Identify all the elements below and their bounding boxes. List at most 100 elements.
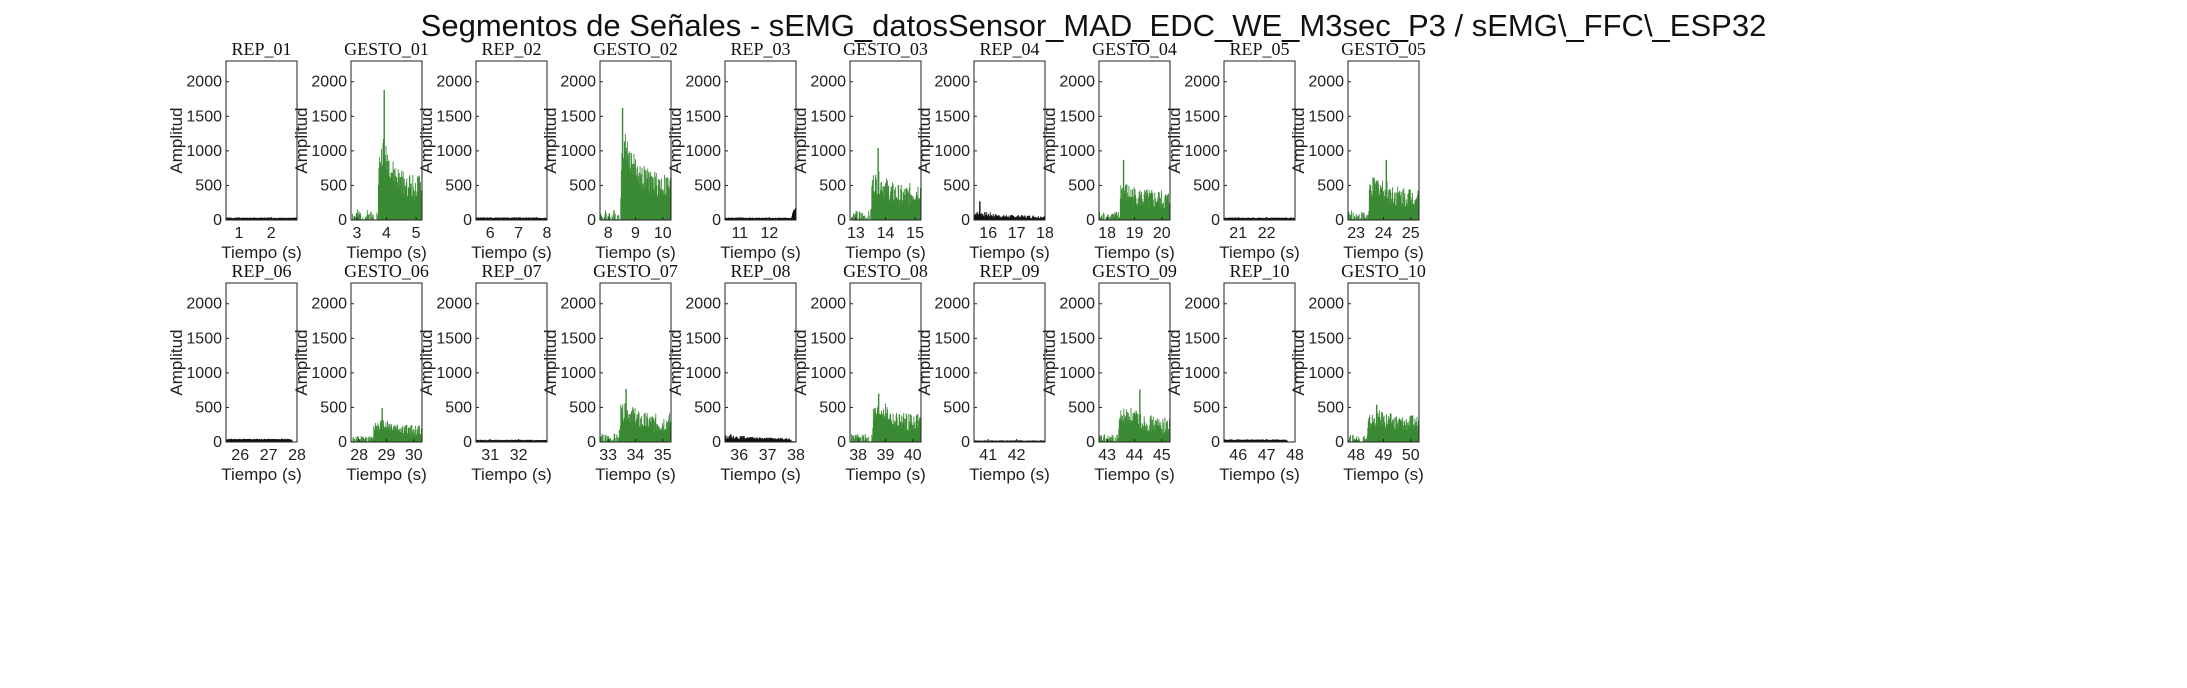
y-axis-label: Amplitud (167, 107, 186, 173)
signal-trace (724, 434, 795, 442)
x-axis-label: Tiempo (s) (221, 243, 302, 262)
subplot-title: GESTO_08 (843, 261, 928, 281)
subplot-title: GESTO_01 (344, 39, 429, 59)
y-tick-label: 1500 (810, 108, 846, 125)
y-tick-label: 2000 (685, 296, 721, 313)
x-tick-label: 14 (877, 225, 895, 242)
axes-box (475, 60, 548, 221)
y-tick-label: 0 (338, 212, 347, 229)
y-tick-label: 500 (445, 399, 472, 416)
y-tick-label: 500 (943, 399, 970, 416)
y-tick-label: 2000 (311, 296, 347, 313)
y-tick-label: 1500 (1184, 330, 1220, 347)
y-tick-label: 0 (961, 212, 970, 229)
x-tick-label: 33 (599, 447, 617, 464)
x-tick-label: 28 (288, 447, 306, 464)
x-tick-label: 29 (378, 447, 396, 464)
y-tick-label: 2000 (685, 74, 721, 91)
y-tick-label: 0 (1086, 212, 1095, 229)
subplot-rep-10: 0 500 1000 1500 2000 46 47 48 REP_10 Tiempo (s) Am… (1165, 261, 1304, 484)
x-tick-label: 40 (904, 447, 922, 464)
x-axis-label: Tiempo (s) (1094, 465, 1175, 484)
y-tick-label: 1000 (186, 365, 222, 382)
axes-box (475, 282, 548, 443)
signal-trace (1098, 159, 1171, 220)
x-tick-label: 24 (1375, 225, 1393, 242)
x-tick-label: 9 (631, 225, 640, 242)
y-tick-label: 0 (587, 212, 596, 229)
x-tick-label: 48 (1347, 447, 1365, 464)
y-tick-label: 500 (694, 177, 721, 194)
y-axis-label: Amplitud (666, 107, 685, 173)
x-tick-label: 19 (1126, 225, 1144, 242)
y-tick-label: 500 (195, 399, 222, 416)
subplot-gesto-05: 0 500 1000 1500 2000 23 24 25 GESTO_05 Tiempo (s)… (1289, 39, 1426, 262)
subplot-title: GESTO_09 (1092, 261, 1177, 281)
y-tick-label: 2000 (810, 74, 846, 91)
x-tick-label: 2 (267, 225, 276, 242)
subplot-gesto-10: 0 500 1000 1500 2000 48 49 50 GESTO_10 Tiempo (s)… (1289, 261, 1426, 484)
subplot-gesto-07: 0 500 1000 1500 2000 33 34 35 GESTO_07 Tiempo (s)… (541, 261, 678, 484)
y-tick-label: 1000 (311, 143, 347, 160)
y-axis-label: Amplitud (1165, 107, 1184, 173)
y-tick-label: 500 (195, 177, 222, 194)
x-tick-label: 44 (1126, 447, 1144, 464)
subplot-title: REP_06 (231, 261, 291, 281)
x-axis-label: Tiempo (s) (1094, 243, 1175, 262)
signal-trace (599, 388, 672, 442)
y-axis-label: Amplitud (1165, 329, 1184, 395)
x-tick-label: 25 (1402, 225, 1420, 242)
signal-trace (850, 393, 922, 442)
y-tick-label: 2000 (1184, 296, 1220, 313)
y-axis-label: Amplitud (791, 107, 810, 173)
y-tick-label: 2000 (1184, 74, 1220, 91)
signal-trace (849, 148, 922, 220)
y-tick-label: 500 (569, 399, 596, 416)
signal-trace (1098, 389, 1171, 442)
y-tick-label: 500 (1068, 177, 1095, 194)
y-tick-label: 0 (837, 212, 846, 229)
y-tick-label: 2000 (1059, 74, 1095, 91)
axes-box (973, 282, 1046, 443)
x-axis-label: Tiempo (s) (1343, 243, 1424, 262)
y-tick-label: 500 (1317, 399, 1344, 416)
signal-trace (600, 108, 672, 220)
x-tick-label: 11 (731, 225, 748, 242)
y-axis-label: Amplitud (417, 329, 436, 395)
subplot-gesto-09: 0 500 1000 1500 2000 43 44 45 GESTO_09 Tiempo (s)… (1040, 261, 1177, 484)
y-axis-label: Amplitud (791, 329, 810, 395)
y-tick-label: 500 (1068, 399, 1095, 416)
x-axis-label: Tiempo (s) (346, 465, 427, 484)
y-axis-label: Amplitud (666, 329, 685, 395)
x-tick-label: 22 (1258, 225, 1276, 242)
signal-trace (350, 90, 423, 220)
y-axis-label: Amplitud (541, 329, 560, 395)
x-tick-label: 42 (1008, 447, 1026, 464)
y-tick-label: 2000 (186, 74, 222, 91)
subplot-rep-04: 0 500 1000 1500 2000 16 17 18 REP_04 Tiempo (s) Am… (915, 39, 1054, 262)
y-tick-label: 500 (819, 177, 846, 194)
y-tick-label: 1000 (560, 365, 596, 382)
y-tick-label: 1000 (436, 143, 472, 160)
subplot-title: REP_08 (730, 261, 790, 281)
subplot-rep-08: 0 500 1000 1500 2000 36 37 38 REP_08 Tiempo (s) Am… (666, 261, 805, 484)
y-tick-label: 2000 (311, 74, 347, 91)
y-tick-label: 0 (712, 434, 721, 451)
y-tick-label: 1500 (685, 330, 721, 347)
x-tick-label: 4 (382, 225, 391, 242)
x-tick-label: 26 (231, 447, 249, 464)
x-tick-label: 18 (1098, 225, 1116, 242)
y-tick-label: 1500 (934, 108, 970, 125)
y-tick-label: 2000 (436, 74, 472, 91)
y-tick-label: 1000 (810, 143, 846, 160)
y-axis-label: Amplitud (1040, 107, 1059, 173)
x-axis-label: Tiempo (s) (471, 243, 552, 262)
y-tick-label: 1000 (1184, 365, 1220, 382)
x-tick-label: 28 (350, 447, 368, 464)
y-tick-label: 500 (1317, 177, 1344, 194)
y-tick-label: 2000 (1059, 296, 1095, 313)
y-tick-label: 0 (463, 434, 472, 451)
y-tick-label: 500 (320, 177, 347, 194)
x-tick-label: 3 (352, 225, 361, 242)
y-tick-label: 1000 (685, 143, 721, 160)
